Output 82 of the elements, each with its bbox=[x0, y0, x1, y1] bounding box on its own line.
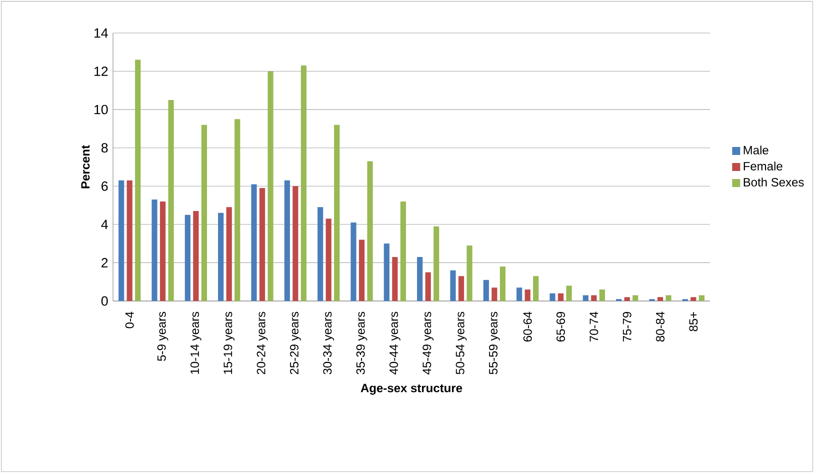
bar bbox=[657, 297, 664, 301]
bar bbox=[168, 100, 174, 301]
bar bbox=[458, 276, 464, 301]
x-tick-label: 55-59 years bbox=[488, 312, 500, 374]
bar bbox=[400, 201, 406, 301]
y-tick-label: 8 bbox=[101, 143, 108, 153]
bar bbox=[624, 297, 630, 301]
bar bbox=[483, 280, 489, 301]
bar bbox=[591, 295, 597, 301]
y-tick-label: 6 bbox=[102, 181, 108, 191]
x-axis-title: Age-sex structure bbox=[360, 384, 462, 395]
bar bbox=[350, 222, 356, 301]
x-tick-label: 70-74 bbox=[590, 312, 598, 342]
y-tick-label: 12 bbox=[94, 66, 108, 76]
x-tick-label: 5-9 years bbox=[157, 312, 168, 361]
bar bbox=[533, 276, 539, 301]
y-tick-label: 4 bbox=[101, 220, 108, 229]
bar bbox=[632, 295, 638, 301]
legend-label: Both Sexes bbox=[744, 178, 804, 186]
bar bbox=[466, 245, 472, 301]
x-tick-label: 35-39 years bbox=[356, 312, 368, 374]
bar bbox=[300, 66, 306, 301]
x-tick-label: 45-49 years bbox=[422, 312, 434, 374]
x-tick-label: 50-54 years bbox=[456, 312, 467, 374]
x-tick-label: 40-44 years bbox=[389, 312, 400, 374]
bar bbox=[118, 180, 124, 301]
bar bbox=[326, 218, 332, 301]
bar bbox=[160, 201, 166, 301]
bar bbox=[417, 256, 423, 301]
x-tick-label: 65-69 bbox=[556, 312, 566, 342]
bar bbox=[492, 288, 498, 301]
bar bbox=[358, 240, 365, 301]
y-tick-label: 14 bbox=[94, 28, 108, 38]
y-tick-label: 2 bbox=[102, 258, 108, 268]
bar bbox=[566, 286, 572, 301]
bar bbox=[524, 290, 530, 301]
x-tick-label: 75-79 bbox=[622, 312, 632, 342]
y-tick-label: 10 bbox=[94, 104, 108, 114]
x-tick-label: 15-19 years bbox=[224, 312, 235, 374]
bar bbox=[516, 288, 522, 301]
bar bbox=[259, 188, 266, 301]
bar bbox=[450, 270, 456, 301]
bar bbox=[558, 293, 564, 301]
bar bbox=[284, 180, 290, 301]
x-tick-label: 0-4 bbox=[125, 312, 134, 328]
x-tick-label: 10-14 years bbox=[190, 312, 202, 374]
bar bbox=[201, 124, 207, 301]
x-tick-label: 80-84 bbox=[656, 312, 665, 342]
bar bbox=[367, 161, 373, 301]
bar bbox=[193, 211, 199, 301]
bar bbox=[599, 290, 605, 301]
bar bbox=[550, 293, 556, 301]
y-tick-label: 0 bbox=[101, 296, 108, 306]
bar bbox=[292, 186, 298, 301]
y-axis-title: Percent bbox=[81, 145, 90, 188]
bar bbox=[500, 266, 506, 301]
bar bbox=[384, 244, 390, 301]
legend-label: Male bbox=[744, 146, 768, 154]
bar bbox=[226, 207, 232, 301]
bar bbox=[126, 180, 132, 301]
x-tick-label: 30-34 years bbox=[323, 312, 334, 374]
bar bbox=[334, 124, 340, 301]
bar bbox=[152, 200, 158, 301]
bar bbox=[392, 256, 398, 301]
x-tick-label: 60-64 bbox=[523, 312, 532, 342]
bar bbox=[234, 119, 240, 301]
bar bbox=[135, 60, 141, 301]
bar bbox=[690, 297, 696, 301]
bar bbox=[251, 184, 257, 301]
x-tick-label: 25-29 years bbox=[290, 312, 301, 374]
bar bbox=[318, 207, 324, 301]
bar bbox=[268, 71, 274, 301]
bar bbox=[434, 226, 440, 301]
bar bbox=[425, 272, 431, 301]
bar bbox=[666, 295, 672, 301]
legend-label: Female bbox=[744, 162, 782, 170]
x-tick-label: 85+ bbox=[689, 312, 698, 332]
bar bbox=[184, 214, 190, 301]
x-tick-label: 20-24 years bbox=[256, 312, 268, 374]
bar bbox=[698, 295, 704, 301]
bar bbox=[218, 212, 224, 301]
bar bbox=[582, 295, 588, 301]
